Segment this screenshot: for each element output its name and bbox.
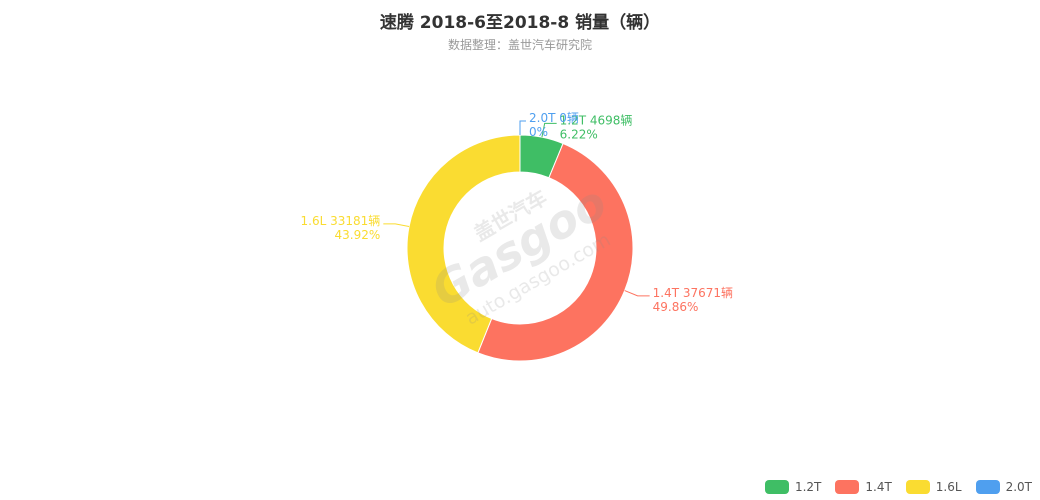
legend-item-1-6l[interactable]: 1.6L	[905, 480, 962, 494]
chart-subtitle: 数据整理：盖世汽车研究院	[447, 38, 592, 52]
legend-label-1-2t: 1.2T	[794, 480, 822, 494]
chart-legend: 1.2T 1.4T 1.6L 2.0T	[751, 480, 1032, 494]
chart-title: 速腾 2018-6至2018-8 销量（辆）	[379, 13, 661, 33]
data-label-1-6l: 1.6L 33181辆	[301, 214, 381, 228]
leader-line-1-4t	[624, 290, 650, 297]
leader-line-2-0t	[519, 120, 526, 135]
slice-1-6l[interactable]	[406, 134, 521, 354]
legend-item-1-4t[interactable]: 1.4T	[835, 480, 892, 494]
legend-label-1-4t: 1.4T	[865, 480, 892, 494]
percent-label-1-2t: 6.22%	[560, 127, 598, 141]
legend-swatch-1-4t	[835, 480, 860, 494]
leader-line-1-6l	[383, 223, 410, 228]
legend-label-1-6l: 1.6L	[935, 480, 962, 494]
slice-1-4t[interactable]	[477, 142, 634, 362]
legend-label-2-0t: 2.0T	[1005, 480, 1032, 494]
legend-item-2-0t[interactable]: 2.0T	[975, 480, 1032, 494]
legend-swatch-2-0t	[975, 480, 1000, 494]
data-label-1-2t: 1.2T 4698辆	[560, 113, 633, 127]
percent-label-2-0t: 0%	[529, 125, 548, 139]
legend-item-1-2t[interactable]: 1.2T	[764, 480, 822, 494]
legend-swatch-1-6l	[905, 480, 930, 494]
leader-line-1-2t	[541, 122, 557, 138]
percent-label-1-4t: 49.86%	[653, 300, 699, 314]
legend-swatch-1-2t	[764, 480, 789, 494]
data-label-2-0t: 2.0T 0辆	[529, 111, 579, 125]
data-label-1-4t: 1.4T 37671辆	[653, 286, 733, 300]
percent-label-1-6l: 43.92%	[335, 228, 381, 242]
